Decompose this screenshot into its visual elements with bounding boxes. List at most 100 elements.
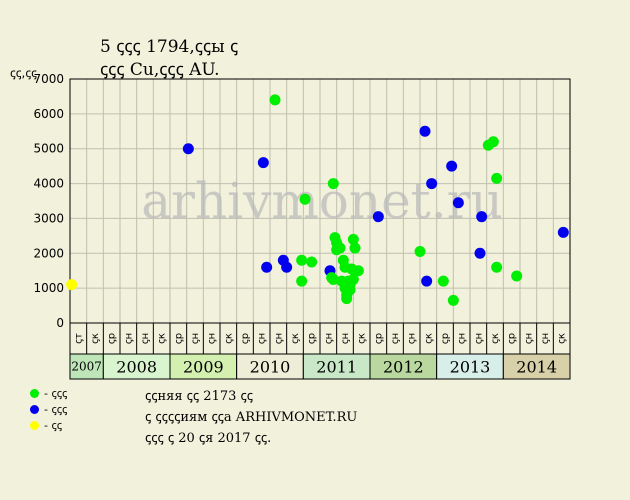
month-tick-label: ꞔн <box>207 333 218 344</box>
watermark: arhivmonet.ru <box>141 172 503 230</box>
chart-title-line-2: ꞔꞔꞔ Cu,ꞔꞔꞔ AU. <box>100 60 220 80</box>
data-point-blue <box>452 197 464 209</box>
data-point-green <box>341 293 353 305</box>
year-band <box>502 353 571 380</box>
month-tick-label: ꞔн <box>323 333 334 344</box>
month-tick-label: ꞔн <box>407 333 418 344</box>
year-label: 2011 <box>316 358 357 377</box>
legend-item: - ꞔꞔ <box>30 418 67 432</box>
data-point-blue <box>426 178 438 190</box>
legend-item: - ꞔꞔꞔ <box>30 386 67 400</box>
y-tick-label: 7000 <box>33 72 64 86</box>
legend-swatch-blue <box>30 404 39 414</box>
legend-label: - ꞔꞔꞔ <box>44 402 68 416</box>
year-label: 2013 <box>450 358 491 377</box>
data-point-green <box>347 273 359 285</box>
legend-label: - ꞔꞔꞔ <box>44 386 68 400</box>
data-point-green <box>296 275 308 287</box>
data-point-green <box>349 242 361 254</box>
month-tick-label: ꞔт <box>73 333 84 344</box>
data-point-green <box>491 261 503 273</box>
data-point-blue <box>372 211 384 223</box>
data-point-green <box>306 256 318 268</box>
data-point-green <box>491 172 503 184</box>
year-band <box>302 353 371 380</box>
data-point-green <box>511 270 523 282</box>
y-tick-label: 1000 <box>33 281 64 295</box>
month-tick-label: ꞔн <box>390 333 401 344</box>
y-tick-label: 3000 <box>33 211 64 225</box>
month-tick-label: ꞔк <box>290 333 301 344</box>
note-source: ꞔ ꞔꞔꞔꞔиям ꞔꞔа ARHIVMONET.RU <box>145 410 358 425</box>
month-tick-label: ꞔр <box>373 333 384 344</box>
month-tick-label: ꞔр <box>240 333 251 344</box>
year-label: 2010 <box>250 358 291 377</box>
month-tick-label: ꞔк <box>90 333 101 344</box>
data-point-green <box>269 94 281 106</box>
year-label: 2007 <box>71 360 102 374</box>
notes: ꞔꞔняя ꞔꞔ 2173 ꞔꞔ ꞔ ꞔꞔꞔꞔиям ꞔꞔа ARHIVMONE… <box>145 386 357 449</box>
year-label: 2014 <box>516 358 557 377</box>
month-tick-label: ꞔк <box>157 333 168 344</box>
data-point-green <box>437 275 449 287</box>
data-point-blue <box>281 261 293 273</box>
month-tick-label: ꞔн <box>140 333 151 344</box>
data-point-green <box>299 193 311 205</box>
month-tick-label: ꞔк <box>490 333 501 344</box>
month-tick-label: ꞔн <box>190 333 201 344</box>
month-tick-label: ꞔн <box>473 333 484 344</box>
data-point-green <box>344 284 356 296</box>
data-point-green <box>352 265 364 277</box>
note-date: ꞔꞔꞔ ꞔ 20 ꞔя 2017 ꞔꞔ. <box>145 431 272 446</box>
data-point-blue <box>257 157 269 169</box>
y-tick-label: 2000 <box>33 246 64 260</box>
y-tick-label: 4000 <box>33 177 64 191</box>
month-tick-label: ꞔр <box>440 333 451 344</box>
month-tick-label: ꞔр <box>307 333 318 344</box>
note-average: ꞔꞔняя ꞔꞔ 2173 ꞔꞔ <box>145 389 253 404</box>
legend-item: - ꞔꞔꞔ <box>30 402 67 416</box>
y-tick-label: 0 <box>56 316 64 330</box>
y-tick-label: 5000 <box>33 142 64 156</box>
legend-swatch-yellow <box>30 420 39 430</box>
month-tick-label: ꞔр <box>507 333 518 344</box>
year-label: 2012 <box>383 358 424 377</box>
data-point-blue <box>261 261 273 273</box>
plot-frame <box>69 78 571 324</box>
month-tick-label: ꞔн <box>257 333 268 344</box>
legend-swatch-green <box>30 388 39 398</box>
data-point-green <box>414 246 426 258</box>
legend: - ꞔꞔꞔ - ꞔꞔꞔ - ꞔꞔ <box>30 386 67 434</box>
year-band <box>169 353 238 380</box>
data-point-green <box>327 178 339 190</box>
data-point-yellow <box>66 279 78 291</box>
data-point-blue <box>182 143 194 155</box>
legend-label: - ꞔꞔ <box>44 418 63 432</box>
y-tick-label: 6000 <box>33 107 64 121</box>
data-point-green <box>327 273 339 285</box>
month-tick-label: ꞔк <box>423 333 434 344</box>
data-point-blue <box>557 226 569 238</box>
data-point-green <box>296 254 308 266</box>
data-point-green <box>334 242 346 254</box>
data-point-blue <box>446 160 458 172</box>
data-point-blue <box>474 247 486 259</box>
month-tick-label: ꞔк <box>357 333 368 344</box>
month-tick-label: ꞔк <box>223 333 234 344</box>
month-tick-label: ꞔк <box>557 333 568 344</box>
year-label: 2009 <box>183 358 224 377</box>
data-point-blue <box>421 275 433 287</box>
month-tick-label: ꞔн <box>523 333 534 344</box>
month-tick-label: ꞔн <box>540 333 551 344</box>
month-tick-label: ꞔр <box>173 333 184 344</box>
data-point-blue <box>419 125 431 137</box>
y-axis-label: ꞔꞔ,ꞔꞔ <box>10 66 37 80</box>
month-tick-label: ꞔр <box>107 333 118 344</box>
month-tick-label: ꞔн <box>123 333 134 344</box>
year-band <box>102 353 171 380</box>
data-point-green <box>487 136 499 148</box>
year-label: 2008 <box>116 358 157 377</box>
chart-title-line-1: 5 ꞔꞔꞔ 1794,ꞔꞔы ꞔ <box>100 37 239 57</box>
month-tick-label: ꞔн <box>340 333 351 344</box>
